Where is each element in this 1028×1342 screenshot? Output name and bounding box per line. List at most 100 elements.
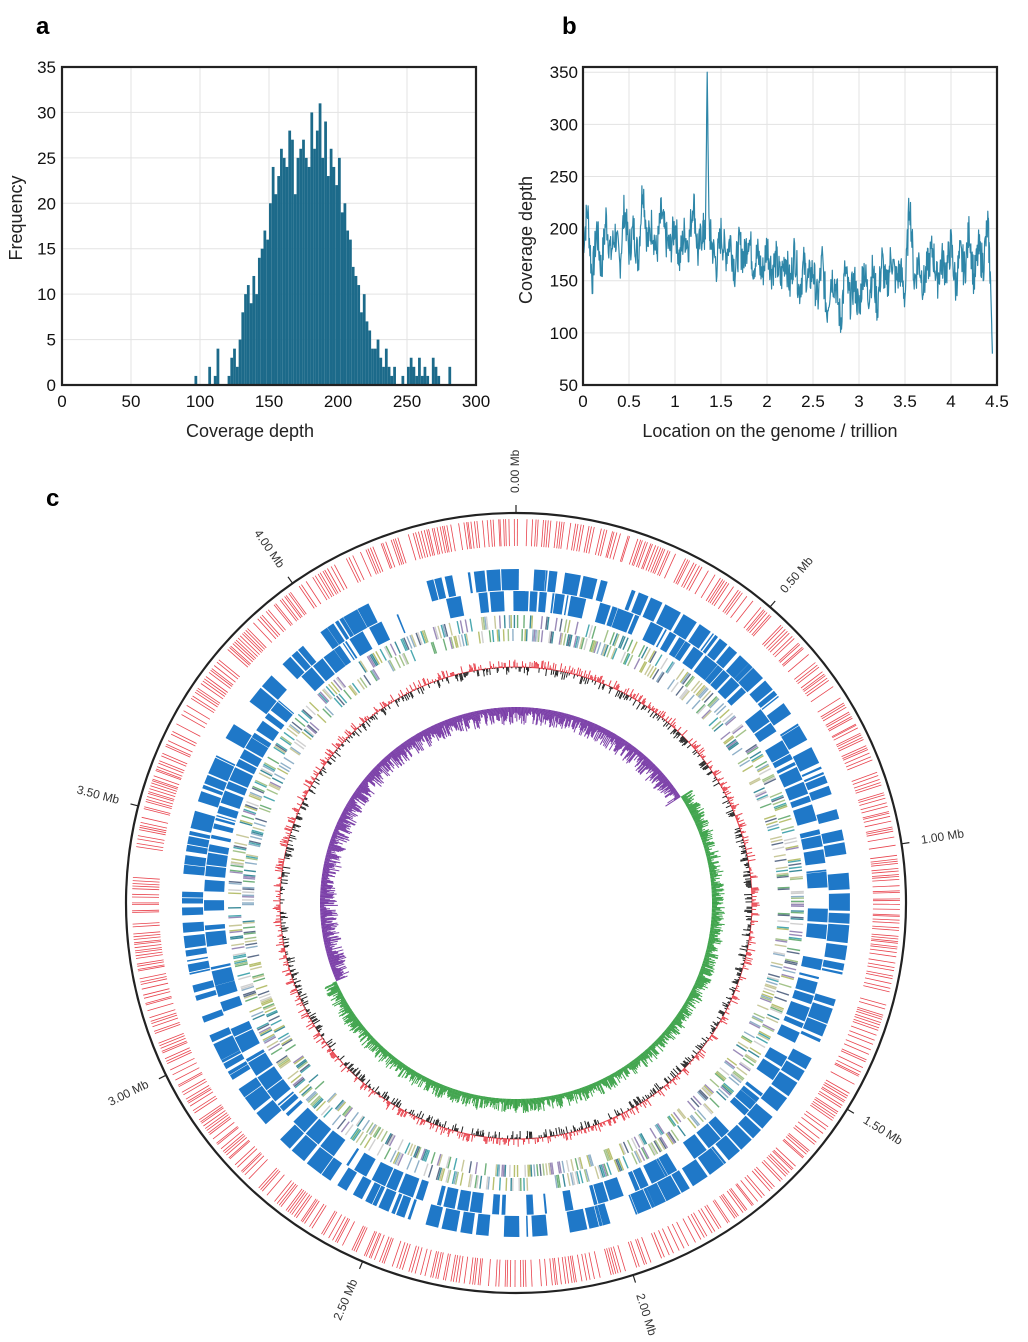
gc-skew-mark	[630, 1061, 636, 1070]
gc-skew-mark	[526, 1098, 529, 1113]
gc-skew-mark	[703, 842, 715, 847]
gc-skew-mark	[401, 743, 413, 758]
category-feature	[716, 1090, 727, 1101]
gc-content-mark	[632, 699, 637, 706]
gc-skew-mark	[620, 1068, 624, 1072]
gc-content-mark	[608, 680, 612, 687]
gc-content-mark	[719, 1020, 723, 1023]
category-feature	[773, 854, 786, 858]
gc-content-mark	[739, 824, 747, 828]
red-feature	[499, 519, 502, 547]
gc-content-mark	[739, 948, 748, 951]
gc-skew-mark	[402, 742, 413, 756]
category-feature	[594, 1166, 600, 1180]
red-feature	[641, 543, 652, 569]
gc-content-mark	[305, 1022, 314, 1028]
gc-skew-mark	[381, 1048, 386, 1054]
gc-skew-mark	[449, 1088, 455, 1101]
category-feature	[409, 634, 416, 648]
gc-content-mark	[429, 1123, 432, 1126]
gc-skew-mark	[395, 1062, 403, 1072]
category-feature	[619, 636, 626, 649]
gc-skew-mark	[375, 1046, 383, 1055]
category-feature	[326, 1092, 337, 1103]
gc-content-mark	[367, 1083, 371, 1088]
gc-content-mark	[740, 858, 748, 861]
gc-content-mark	[587, 670, 591, 679]
gc-skew-mark	[352, 793, 367, 804]
gc-skew-mark	[709, 934, 718, 938]
gc-skew-mark	[335, 995, 344, 1001]
gc-skew-mark	[406, 739, 413, 748]
gc-content-mark	[545, 668, 548, 677]
gc-skew-mark	[699, 972, 704, 975]
gene-block	[628, 1194, 638, 1215]
gc-skew-mark	[612, 1073, 616, 1078]
category-feature	[733, 1070, 745, 1080]
category-feature	[423, 1163, 429, 1177]
gc-skew-mark	[555, 711, 561, 728]
gc-content-mark	[334, 1057, 339, 1062]
category-feature	[232, 952, 246, 956]
red-feature	[752, 615, 772, 637]
gc-skew-mark	[367, 1034, 372, 1038]
gc-skew-mark	[446, 1087, 451, 1094]
gc-skew-mark	[363, 779, 369, 783]
category-feature	[312, 1097, 323, 1108]
gc-content-mark	[321, 1043, 328, 1049]
category-feature	[533, 629, 536, 642]
gene-block	[320, 1130, 346, 1157]
red-feature	[823, 1084, 847, 1099]
red-feature	[658, 551, 671, 577]
category-feature	[228, 880, 242, 884]
gc-content-mark	[552, 1131, 555, 1136]
gc-skew-mark	[426, 1079, 433, 1091]
gc-skew-mark	[651, 773, 664, 784]
gc-skew-mark	[652, 1043, 656, 1047]
gc-content-mark	[281, 839, 289, 842]
gc-skew-mark	[456, 1090, 461, 1104]
gc-content-mark	[541, 1137, 544, 1142]
gc-content-mark	[475, 1131, 478, 1136]
category-feature	[690, 680, 701, 692]
gc-skew-mark	[610, 733, 616, 742]
gc-content-mark	[615, 684, 618, 690]
gene-block	[803, 772, 825, 783]
gc-skew-mark	[397, 1064, 407, 1077]
gc-content-mark	[568, 673, 570, 676]
gc-skew-mark	[702, 841, 711, 845]
gc-skew-mark	[359, 783, 371, 793]
gc-skew-mark	[330, 837, 340, 842]
gc-content-mark	[745, 933, 750, 936]
gc-content-mark	[408, 1111, 410, 1114]
gc-skew-mark	[702, 841, 707, 844]
category-feature	[413, 1160, 420, 1173]
category-feature	[698, 1090, 708, 1100]
red-feature	[772, 1150, 793, 1171]
category-feature	[762, 775, 775, 783]
gc-skew-mark	[709, 873, 719, 876]
gc-skew-mark	[324, 982, 338, 990]
red-feature	[210, 669, 233, 687]
category-feature	[697, 687, 708, 698]
gc-skew-mark	[342, 1011, 354, 1020]
category-feature	[293, 1077, 305, 1088]
category-feature	[350, 1111, 359, 1123]
gc-skew-mark	[495, 1097, 498, 1104]
gc-skew-mark	[705, 851, 711, 854]
gc-skew-mark	[623, 1066, 630, 1075]
gc-content-mark	[322, 759, 327, 763]
red-feature	[872, 876, 900, 879]
red-feature	[870, 943, 898, 948]
category-feature	[562, 1173, 566, 1187]
gc-skew-mark	[453, 1089, 458, 1099]
red-feature	[714, 1199, 730, 1223]
category-feature	[370, 653, 379, 666]
gc-content-mark	[707, 1039, 710, 1042]
gc-content-mark	[744, 961, 752, 964]
gc-skew-mark	[374, 1046, 384, 1057]
red-feature	[630, 1240, 640, 1267]
gc-skew-mark	[702, 963, 714, 968]
red-feature	[368, 1232, 380, 1258]
gc-content-mark	[422, 678, 426, 686]
